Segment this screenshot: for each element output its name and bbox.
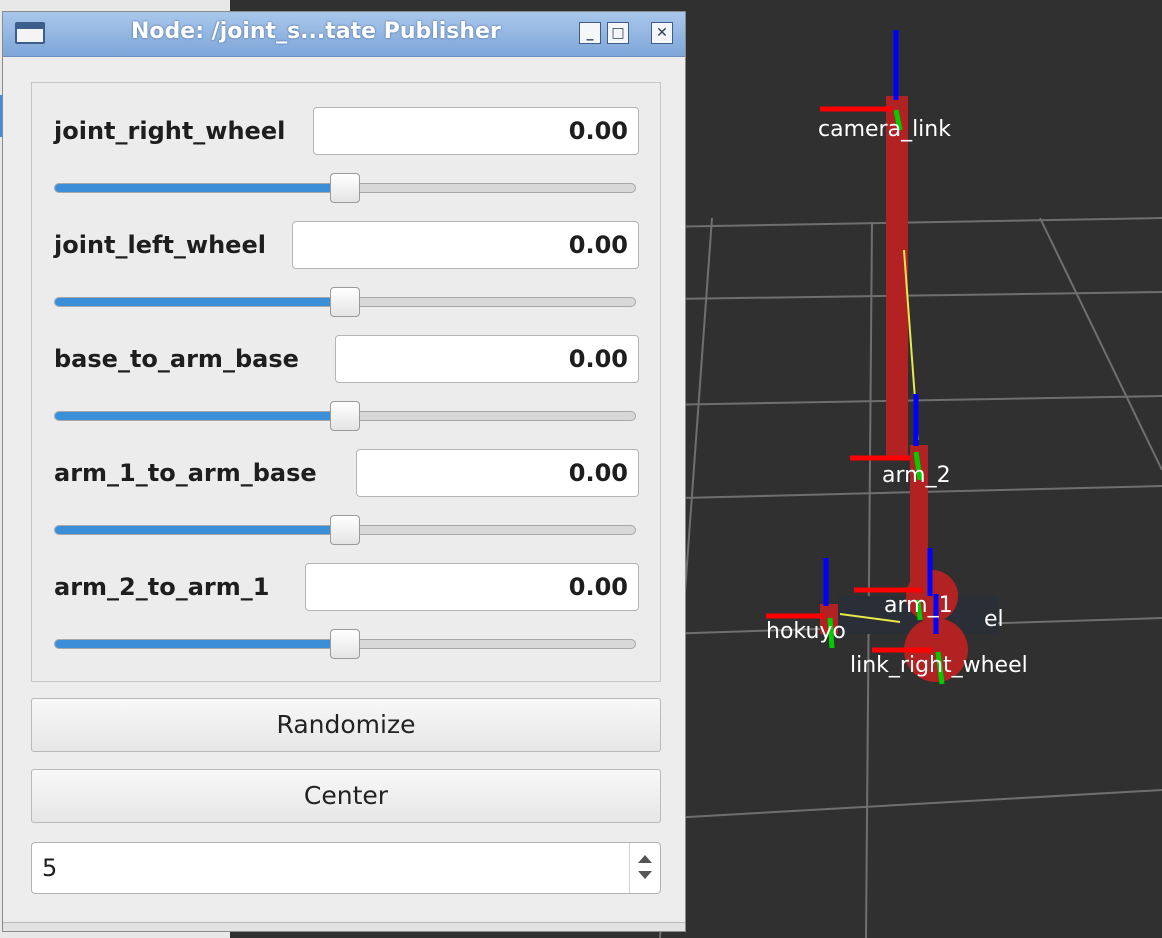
- joint-value-arm1-to-arm-base[interactable]: 0.00: [356, 449, 639, 497]
- joint-slider-left-wheel[interactable]: [54, 287, 636, 317]
- joint-label-left-wheel: joint_left_wheel: [54, 231, 266, 259]
- joint-label-arm1-to-arm-base: arm_1_to_arm_base: [54, 459, 317, 487]
- slider-handle[interactable]: [330, 287, 360, 317]
- joint-value-left-wheel[interactable]: 0.00: [292, 221, 639, 269]
- tf-axes: [766, 30, 945, 685]
- maximize-button[interactable]: □: [607, 22, 629, 44]
- scene-label-hokuyo: hokuyo: [766, 619, 846, 644]
- slider-handle[interactable]: [330, 629, 360, 659]
- spinbox[interactable]: 5: [31, 842, 661, 894]
- joint-label-base-to-arm-base: base_to_arm_base: [54, 345, 299, 373]
- joint-value-arm2-to-arm1[interactable]: 0.00: [305, 563, 639, 611]
- spin-down-icon[interactable]: [638, 871, 652, 879]
- window-icon[interactable]: [15, 22, 45, 44]
- window-titlebar[interactable]: Node: /joint_s...tate Publisher _ □ ✕: [3, 12, 685, 57]
- slider-fill: [55, 640, 345, 648]
- spinbox-arrows[interactable]: [629, 843, 660, 893]
- joint-label-right-wheel: joint_right_wheel: [54, 117, 286, 145]
- slider-handle[interactable]: [330, 515, 360, 545]
- slider-fill: [55, 412, 345, 420]
- joint-value-base-to-arm-base[interactable]: 0.00: [335, 335, 639, 383]
- slider-handle[interactable]: [330, 173, 360, 203]
- center-button[interactable]: Center: [31, 769, 661, 823]
- joint-slider-base-to-arm-base[interactable]: [54, 401, 636, 431]
- joint-label-arm2-to-arm1: arm_2_to_arm_1: [54, 573, 270, 601]
- joint-slider-arm2-to-arm1[interactable]: [54, 629, 636, 659]
- spin-up-icon[interactable]: [638, 855, 652, 863]
- window-title: Node: /joint_s...tate Publisher: [131, 19, 501, 44]
- scene-label-arm2: arm_2: [882, 463, 951, 488]
- joint-state-publisher-window: Node: /joint_s...tate Publisher _ □ ✕ jo…: [2, 11, 686, 932]
- joint-slider-right-wheel[interactable]: [54, 173, 636, 203]
- slider-fill: [55, 526, 345, 534]
- randomize-button[interactable]: Randomize: [31, 698, 661, 752]
- scene-label-right-wheel: link_right_wheel: [850, 653, 1028, 678]
- scene-label-camera: camera_link: [818, 117, 951, 142]
- slider-handle[interactable]: [330, 401, 360, 431]
- minimize-button[interactable]: _: [579, 22, 601, 44]
- close-button[interactable]: ✕: [651, 22, 673, 44]
- spinbox-value[interactable]: 5: [42, 854, 58, 882]
- scene-label-arm1: arm_1: [884, 593, 953, 618]
- scene-label-el: el: [984, 607, 1004, 632]
- slider-fill: [55, 298, 345, 306]
- window-bottom-edge: [3, 922, 685, 931]
- joint-slider-arm1-to-arm-base[interactable]: [54, 515, 636, 545]
- joint-value-right-wheel[interactable]: 0.00: [313, 107, 639, 155]
- joint-sliders-panel: joint_right_wheel 0.00 joint_left_wheel …: [31, 82, 661, 682]
- slider-fill: [55, 184, 345, 192]
